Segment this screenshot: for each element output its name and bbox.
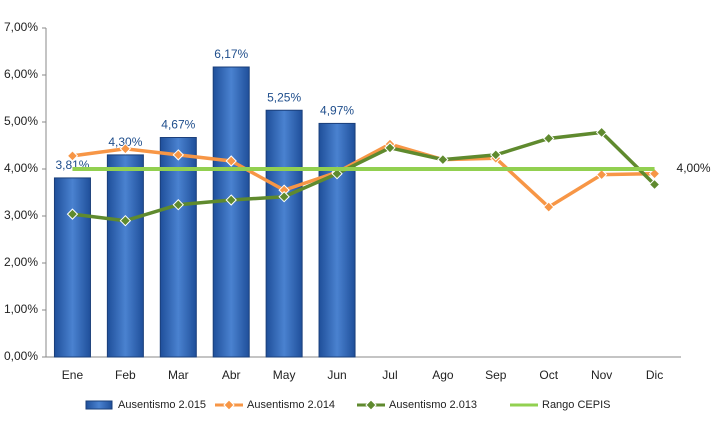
marker — [223, 399, 235, 411]
x-tick-label: Ago — [432, 368, 454, 382]
marker — [172, 149, 184, 161]
y-tick-label: 0,00% — [4, 349, 38, 363]
value-label: 5,25% — [267, 90, 301, 104]
x-tick-label: Dic — [646, 368, 663, 382]
marker — [648, 167, 661, 180]
legend-label: Rango CEPIS — [542, 399, 610, 411]
marker — [119, 143, 132, 155]
x-tick-label: Nov — [591, 368, 612, 382]
marker — [595, 168, 608, 181]
y-tick-label: 6,00% — [4, 67, 38, 81]
legend-label: Ausentismo 2.013 — [389, 399, 477, 411]
marker — [119, 214, 132, 227]
x-tick-label: Jul — [382, 368, 397, 382]
value-label: 4,67% — [161, 118, 195, 132]
x-tick-label: Sep — [485, 368, 507, 382]
x-tick-label: Oct — [539, 368, 558, 382]
x-tick-label: Mar — [168, 368, 189, 382]
x-tick-label: Feb — [115, 368, 136, 382]
line — [72, 130, 656, 223]
y-tick-label: 1,00% — [4, 302, 38, 316]
bar — [53, 177, 91, 358]
x-tick-label: Abr — [222, 368, 241, 382]
y-tick-label: 3,00% — [4, 208, 38, 222]
value-label: 4,30% — [108, 135, 142, 149]
marker — [543, 132, 555, 145]
legend-label: Ausentismo 2.015 — [118, 399, 206, 411]
y-tick-label: 4,00% — [4, 161, 38, 175]
x-tick-label: May — [273, 368, 296, 382]
marker — [543, 201, 555, 213]
bar — [265, 109, 303, 358]
marker — [66, 150, 79, 162]
marker — [66, 208, 79, 220]
marker — [172, 199, 184, 211]
x-tick-label: Jun — [327, 368, 346, 382]
y-tick-label: 2,00% — [4, 255, 38, 269]
y-tick-label: 5,00% — [4, 114, 38, 128]
marker — [225, 155, 237, 167]
bar — [159, 137, 197, 358]
marker — [331, 167, 343, 180]
line — [72, 142, 655, 210]
marker — [384, 142, 396, 154]
x-tick-label: Ene — [62, 368, 84, 382]
marker — [365, 399, 377, 411]
value-label: 6,17% — [214, 47, 248, 61]
legend-swatch — [85, 400, 113, 410]
marker — [648, 178, 661, 191]
bar — [106, 154, 144, 358]
bar — [212, 66, 250, 358]
marker — [437, 153, 449, 166]
legend-label: Ausentismo 2.014 — [247, 399, 335, 411]
marker — [278, 191, 290, 203]
bar — [318, 122, 356, 358]
value-label: 4,00% — [677, 161, 711, 175]
value-label: 4,97% — [320, 104, 354, 118]
marker — [225, 194, 237, 206]
y-tick-label: 7,00% — [4, 20, 38, 34]
marker — [490, 149, 502, 161]
marker — [595, 126, 608, 139]
